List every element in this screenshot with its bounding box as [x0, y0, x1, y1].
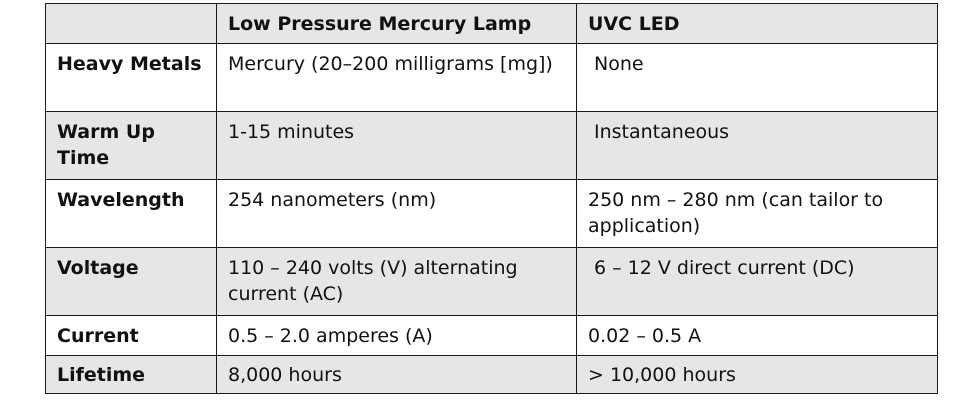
uvc-led-cell: 0.02 – 0.5 A	[576, 315, 938, 356]
row-label: Wavelength	[45, 179, 217, 248]
uvc-led-cell: 6 – 12 V direct current (DC)	[576, 247, 938, 316]
header-cell-uvc-led: UVC LED	[576, 3, 938, 44]
row-label: Lifetime	[45, 355, 217, 394]
uvc-led-cell: > 10,000 hours	[576, 355, 938, 394]
mercury-lamp-cell: 0.5 – 2.0 amperes (A)	[216, 315, 577, 356]
row-label: Warm Up Time	[45, 111, 217, 180]
mercury-lamp-cell: 1-15 minutes	[216, 111, 577, 180]
comparison-table: Low Pressure Mercury Lamp UVC LED Heavy …	[45, 3, 938, 394]
mercury-lamp-cell: 8,000 hours	[216, 355, 577, 394]
header-cell-empty	[45, 3, 217, 44]
table-row: Lifetime 8,000 hours > 10,000 hours	[45, 355, 938, 394]
table-row: Heavy Metals Mercury (20–200 milligrams …	[45, 43, 938, 112]
mercury-lamp-cell: 254 nanometers (nm)	[216, 179, 577, 248]
mercury-lamp-cell: 110 – 240 volts (V) alternating current …	[216, 247, 577, 316]
table-header-row: Low Pressure Mercury Lamp UVC LED	[45, 3, 938, 44]
uvc-led-cell: Instantaneous	[576, 111, 938, 180]
row-label: Heavy Metals	[45, 43, 217, 112]
row-label: Voltage	[45, 247, 217, 316]
table-row: Current 0.5 – 2.0 amperes (A) 0.02 – 0.5…	[45, 315, 938, 356]
header-cell-mercury-lamp: Low Pressure Mercury Lamp	[216, 3, 577, 44]
table-row: Voltage 110 – 240 volts (V) alternating …	[45, 247, 938, 316]
table-row: Warm Up Time 1-15 minutes Instantaneous	[45, 111, 938, 180]
uvc-led-cell: None	[576, 43, 938, 112]
mercury-lamp-cell: Mercury (20–200 milligrams [mg])	[216, 43, 577, 112]
row-label: Current	[45, 315, 217, 356]
table-row: Wavelength 254 nanometers (nm) 250 nm – …	[45, 179, 938, 248]
uvc-led-cell: 250 nm – 280 nm (can tailor to applicati…	[576, 179, 938, 248]
